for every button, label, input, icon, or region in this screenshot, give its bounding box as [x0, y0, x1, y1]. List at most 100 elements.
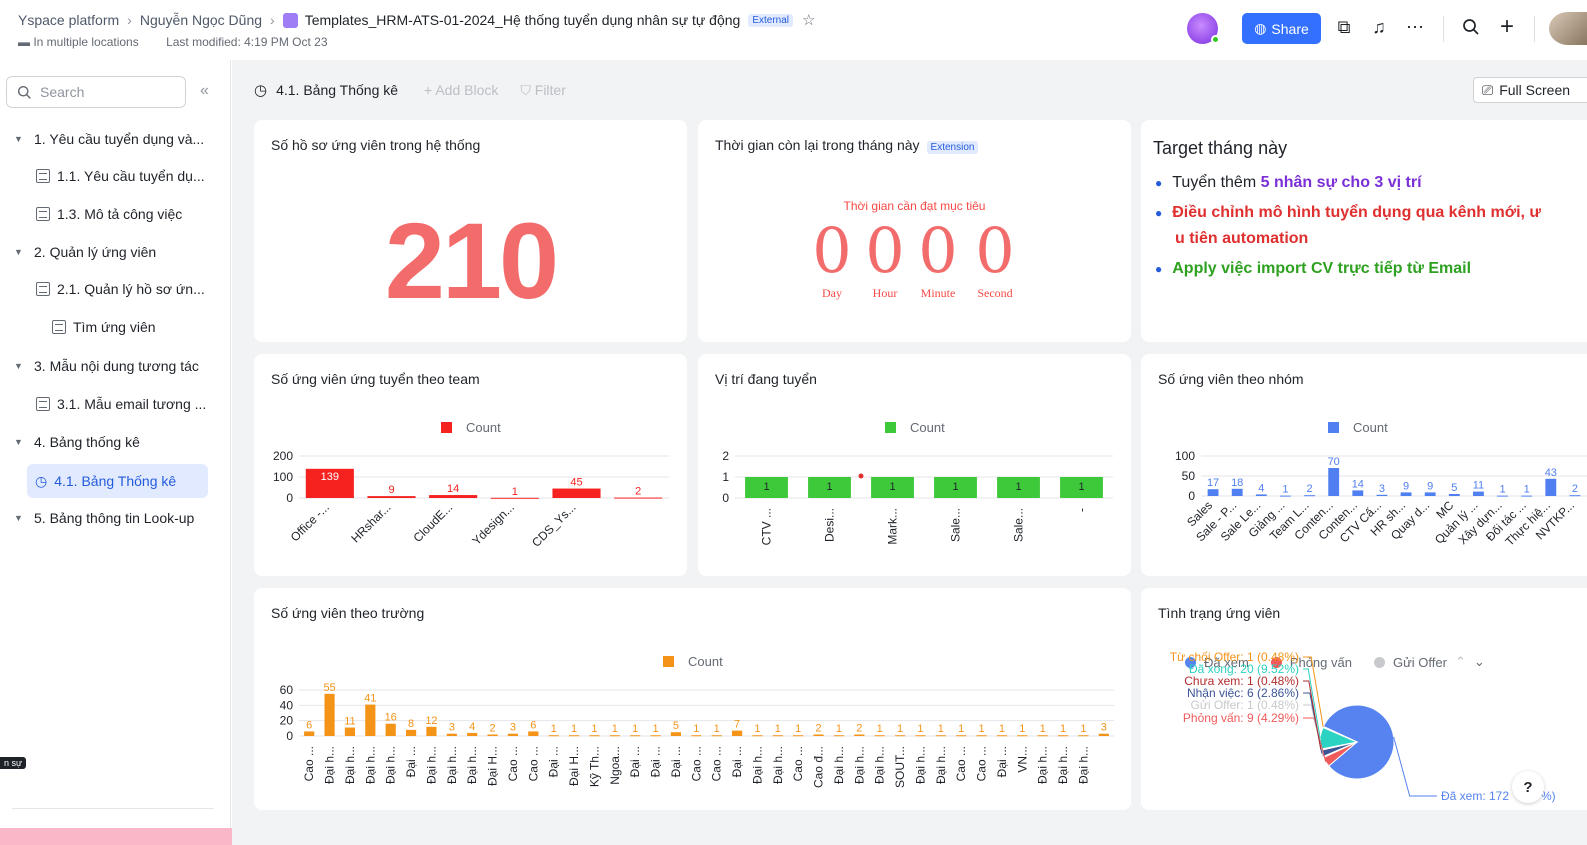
bar	[1424, 492, 1436, 496]
sidebar-item-lookup[interactable]: ▼ 5. Bảng thông tin Look-up	[14, 501, 194, 535]
crumb-workspace[interactable]: Yspace platform	[18, 12, 120, 28]
data-label: 1	[754, 723, 760, 735]
globe-icon: ◍	[1254, 20, 1267, 36]
target-card[interactable]: Target tháng này ● Tuyển thêm 5 nhân sự c…	[1141, 120, 1587, 342]
status-chart-card[interactable]: Tình trạng ứng viên Đã xem Phỏng vấn Gửi…	[1141, 588, 1587, 810]
collapse-sidebar-icon[interactable]: «	[200, 82, 209, 99]
search-icon[interactable]	[1459, 15, 1483, 39]
chart-legend[interactable]: Count	[885, 420, 945, 435]
countdown-value: 0	[918, 214, 958, 287]
help-button[interactable]: ?	[1512, 771, 1544, 803]
sidebar-item-candidate-profiles[interactable]: 2.1. Quản lý hồ sơ ứn...	[36, 272, 205, 306]
team-chart-card[interactable]: Số ứng viên ứng tuyển theo team Count 0 1…	[254, 354, 687, 576]
position-chart-card[interactable]: Vị trí đang tuyển Count 0 1 2 1 CTV ... 1 Desi…	[698, 354, 1131, 576]
slice-label: Đã xong: 20 (9.52%)	[1189, 662, 1299, 676]
chart-legend[interactable]: Đã xem Phỏng vấn Gửi Offer ⌃ ⌄	[1185, 654, 1485, 670]
dashboard-area: ◷ 4.1. Bảng Thống kê + Add Block ⛉ Filte…	[232, 60, 1587, 845]
bar	[305, 468, 354, 498]
x-tick-label: Sale...	[1012, 508, 1026, 542]
x-tick-label: Đại ...	[995, 746, 1009, 777]
data-label: 5	[1451, 482, 1457, 494]
data-label: 18	[1231, 477, 1243, 489]
x-tick-label: Đại H...	[486, 746, 500, 786]
y-tick-label: 200	[273, 449, 293, 463]
bar	[304, 731, 315, 736]
data-label: 17	[1207, 477, 1219, 489]
bar	[589, 735, 600, 737]
user-avatar[interactable]	[1549, 12, 1587, 45]
target-text: 5 nhân sự cho 3 vị trí	[1260, 174, 1422, 191]
crumb-owner[interactable]: Nguyễn Ngọc Dũng	[139, 12, 263, 28]
data-label: 1	[795, 723, 801, 735]
school-chart-card[interactable]: Số ứng viên theo trường Count 0 20 40 60 6 Ca…	[254, 588, 1131, 810]
data-label: 139	[321, 471, 339, 483]
bar	[934, 477, 977, 498]
divider	[12, 808, 214, 809]
cursor-dot	[858, 473, 864, 479]
chart-legend[interactable]: Count	[1328, 420, 1388, 435]
legend-next-icon[interactable]: ⌄	[1473, 654, 1485, 669]
legend-swatch	[1328, 422, 1339, 433]
caret-down-icon: ▼	[14, 513, 23, 523]
group-chart-card[interactable]: Số ứng viên theo nhóm Count 0 50 100 17 Sale…	[1141, 354, 1587, 576]
extension-icon[interactable]: ⧉	[1337, 16, 1351, 37]
doc-meta: ▬ In multiple locations Last modified: 4…	[18, 35, 328, 49]
bar	[711, 735, 722, 737]
last-modified: Last modified: 4:19 PM Oct 23	[166, 35, 328, 49]
sidebar-item-job-description[interactable]: 1.3. Mô tả công việc	[36, 197, 182, 231]
x-tick-label: Đại h...	[1076, 746, 1090, 784]
more-icon[interactable]: ⋯	[1406, 16, 1424, 37]
bar	[1037, 735, 1048, 737]
data-label: 3	[510, 722, 516, 734]
legend-label: Phỏng vấn	[1289, 654, 1352, 670]
countdown-card[interactable]: Thời gian còn lại trong tháng này Extensi…	[698, 120, 1131, 342]
sidebar-item-email-templates[interactable]: 3.1. Mẫu email tương ...	[36, 387, 206, 421]
sidebar-item-templates[interactable]: ▼ 3. Mẫu nội dung tương tác	[14, 349, 199, 383]
data-label: 5	[673, 720, 679, 732]
document-title[interactable]: Templates_HRM-ATS-01-2024_Hệ thống tuyển…	[304, 12, 741, 28]
sidebar-item-candidates[interactable]: ▼ 2. Quản lý ứng viên	[14, 235, 156, 269]
top-bar: Yspace platform › Nguyễn Ngọc Dũng › Tem…	[0, 0, 1587, 60]
target-text: u tiên automation	[1175, 230, 1309, 247]
collaborator-avatar[interactable]	[1187, 13, 1220, 44]
data-label: 3	[1101, 722, 1107, 734]
bar	[426, 726, 437, 736]
plus-icon[interactable]: +	[1499, 13, 1514, 40]
data-label: 16	[385, 712, 397, 724]
x-tick-label: Đại h...	[832, 746, 846, 784]
x-tick-label: Sale...	[949, 508, 963, 542]
bell-icon[interactable]: ♫	[1372, 16, 1386, 37]
sidebar-item-label: 1.1. Yêu cầu tuyển dụ...	[57, 168, 205, 184]
chart-legend[interactable]: Count	[441, 420, 501, 435]
x-tick-label: HRshar...	[348, 500, 393, 545]
search-input[interactable]: Search	[6, 76, 186, 108]
sidebar-item-find-candidate[interactable]: Tìm ứng viên	[52, 310, 156, 344]
star-icon[interactable]: ☆	[802, 12, 816, 29]
total-candidates-card[interactable]: Số hồ sơ ứng viên trong hệ thống 210	[254, 120, 687, 342]
sidebar-item-statistics[interactable]: ▼ 4. Bảng thống kê	[14, 425, 140, 459]
x-tick-label: Đại h...	[1036, 746, 1050, 784]
x-tick-label: Đại ...	[628, 746, 642, 777]
sidebar-item-dashboard[interactable]: ◷ 4.1. Bảng Thống kê	[27, 464, 208, 498]
chart-legend[interactable]: Count	[663, 654, 723, 669]
target-text: Apply việc import CV trực tiếp từ Email	[1172, 260, 1472, 277]
data-label: 2	[1572, 483, 1578, 495]
legend-prev-icon[interactable]: ⌃	[1454, 654, 1466, 669]
data-label: 1	[591, 723, 597, 735]
bar	[935, 735, 946, 737]
full-screen-button[interactable]: ⎚ Full Screen	[1473, 77, 1587, 103]
add-block-button[interactable]: + Add Block	[424, 82, 499, 98]
share-label: Share	[1271, 20, 1309, 37]
status-pie-chart: Đã xem: 172 %)Phỏng vấn: 9 (4.29%)Gửi Off…	[1170, 650, 1556, 803]
bar	[467, 732, 478, 736]
bar	[874, 735, 885, 737]
sidebar-item-request-table[interactable]: 1.1. Yêu cầu tuyển dụ...	[36, 159, 205, 193]
sidebar-item-requirements[interactable]: ▼ 1. Yêu cầu tuyển dụng và...	[14, 122, 204, 156]
view-title: 4.1. Bảng Thống kê	[276, 82, 399, 98]
share-button[interactable]: ◍ Share	[1242, 13, 1321, 44]
data-label: 14	[1352, 478, 1364, 490]
filter-button[interactable]: ⛉ Filter	[520, 82, 566, 99]
location-text[interactable]: In multiple locations	[33, 35, 139, 49]
data-label: 1	[1282, 484, 1288, 496]
table-icon	[36, 169, 50, 183]
